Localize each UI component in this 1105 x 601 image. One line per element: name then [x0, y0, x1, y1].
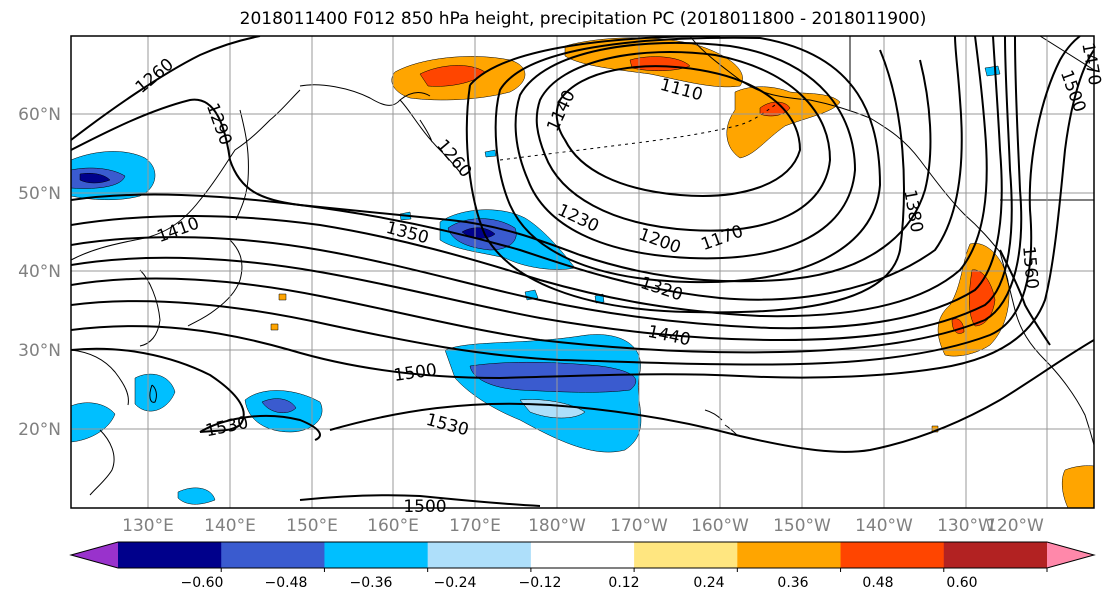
- contour-1380: [71, 36, 1003, 330]
- positive-anomaly-areas: [270, 37, 1094, 508]
- coastline-okhotsk: [299, 84, 431, 106]
- contour-label: 1500: [403, 497, 446, 517]
- colorbar-extend-max: [1047, 542, 1094, 568]
- lon-label-150w: 150°W: [773, 516, 831, 536]
- precip-area-baja: [1061, 465, 1094, 508]
- lon-label-170e: 170°E: [449, 516, 501, 536]
- precip-area-gulf-alaska: [726, 86, 841, 159]
- colorbar-tick-label: −0.12: [519, 575, 562, 591]
- lon-label-130e: 130°E: [122, 516, 174, 536]
- colorbar-tick-label: 0.36: [777, 575, 808, 591]
- contour-1170: [535, 51, 832, 232]
- colorbar-bin: [634, 542, 738, 568]
- lon-label-160e: 160°E: [367, 516, 419, 536]
- colorbar-bin: [324, 542, 429, 568]
- colorbar-tick-label: −0.36: [350, 575, 393, 591]
- colorbar-bins: [71, 542, 1094, 568]
- lat-label-30n: 30°N: [18, 341, 61, 361]
- precip-dot-1: [278, 293, 287, 301]
- coastline-china-south: [71, 349, 129, 406]
- height-contours: [71, 36, 1094, 507]
- precip-area-south: [177, 487, 216, 505]
- lon-label-130w: 130°W: [937, 516, 995, 536]
- coastline-north-america: [999, 251, 1094, 446]
- colorbar-bin: [427, 542, 532, 568]
- map-frame: [70, 35, 1095, 509]
- contour-1530-west: [71, 347, 245, 433]
- contour-1530-loop: [199, 414, 321, 441]
- contour-1290: [71, 59, 932, 283]
- coastline-aleutians: [499, 104, 776, 161]
- colorbar-bin: [118, 542, 222, 568]
- colorbar-tick-label: 0.24: [693, 575, 724, 591]
- latitude-labels: 60°N 50°N 40°N 30°N 20°N: [18, 105, 61, 440]
- precip-core-philippine-sea: [261, 398, 297, 414]
- lon-label-140e: 140°E: [204, 516, 256, 536]
- colorbar-tick-label: −0.24: [434, 575, 477, 591]
- contour-1500-south: [299, 494, 541, 507]
- precip-area-small-4: [484, 149, 497, 158]
- precip-core-west-50n-dark: [79, 173, 111, 184]
- lon-label-180w: 180°W: [528, 516, 586, 536]
- precip-area-small-5: [984, 65, 1001, 77]
- precip-area-taiwan: [134, 373, 176, 412]
- colorbar-bin: [943, 542, 1048, 568]
- colorbar-bin: [221, 542, 325, 568]
- contour-1440: [71, 36, 1023, 354]
- contour-1260-west: [71, 36, 261, 141]
- colorbar-ticks: [220, 568, 1048, 572]
- map-title: 2018011400 F012 850 hPa height, precipit…: [239, 9, 927, 29]
- contour-1560: [999, 249, 1051, 346]
- contour-1230: [494, 36, 882, 284]
- colorbar-tick-label: −0.60: [181, 575, 224, 591]
- colorbar-bin: [737, 542, 842, 568]
- precip-area-south-china: [71, 402, 116, 443]
- contour-label: 1560: [1018, 245, 1042, 290]
- colorbar-tick-label: −0.48: [265, 575, 308, 591]
- contour-1500: [71, 49, 1094, 380]
- colorbar-tick-label: 0.48: [862, 575, 893, 591]
- lat-label-20n: 20°N: [18, 420, 61, 440]
- lat-label-40n: 40°N: [18, 262, 61, 282]
- colorbar-tick-label: 0.60: [946, 575, 977, 591]
- precip-dot-2: [270, 323, 279, 331]
- map-panel: 1260 1290 1260 1140 1110 1230 1200 1170 …: [70, 35, 1105, 517]
- colorbar: −0.60 −0.48 −0.36 −0.24 −0.12 0.12 0.24 …: [69, 541, 1096, 591]
- contour-1350: [71, 36, 988, 318]
- colorbar-extend-min: [71, 542, 118, 568]
- longitude-labels: 130°E 140°E 150°E 160°E 170°E 180°W 170°…: [122, 516, 1044, 536]
- lon-label-140w: 140°W: [855, 516, 913, 536]
- lon-label-150e: 150°E: [286, 516, 338, 536]
- coastline-asia: [71, 89, 301, 261]
- colorbar-bin: [530, 542, 635, 568]
- lon-label-170w: 170°W: [610, 516, 668, 536]
- lat-label-60n: 60°N: [18, 105, 61, 125]
- coastline-kamchatka: [399, 99, 463, 176]
- lon-label-120w: 120°W: [986, 516, 1044, 536]
- precip-core-gulf-alaska: [759, 101, 791, 117]
- colorbar-bin: [840, 542, 945, 568]
- lon-label-160w: 160°W: [691, 516, 749, 536]
- contour-1200: [514, 41, 857, 260]
- colorbar-tick-labels: −0.60 −0.48 −0.36 −0.24 −0.12 0.12 0.24 …: [181, 575, 978, 591]
- contour-1410: [71, 36, 1013, 342]
- coastline-philippines: [89, 429, 115, 496]
- contour-1530-east: [329, 339, 1094, 453]
- coastline-sakhalin: [235, 109, 249, 221]
- contour-1140-low: [555, 65, 802, 197]
- colorbar-tick-label: 0.12: [608, 575, 639, 591]
- contour-1470: [71, 36, 1081, 366]
- contour-1320: [71, 36, 963, 301]
- lat-label-50n: 50°N: [18, 184, 61, 204]
- coastline-taiwan: [149, 384, 157, 403]
